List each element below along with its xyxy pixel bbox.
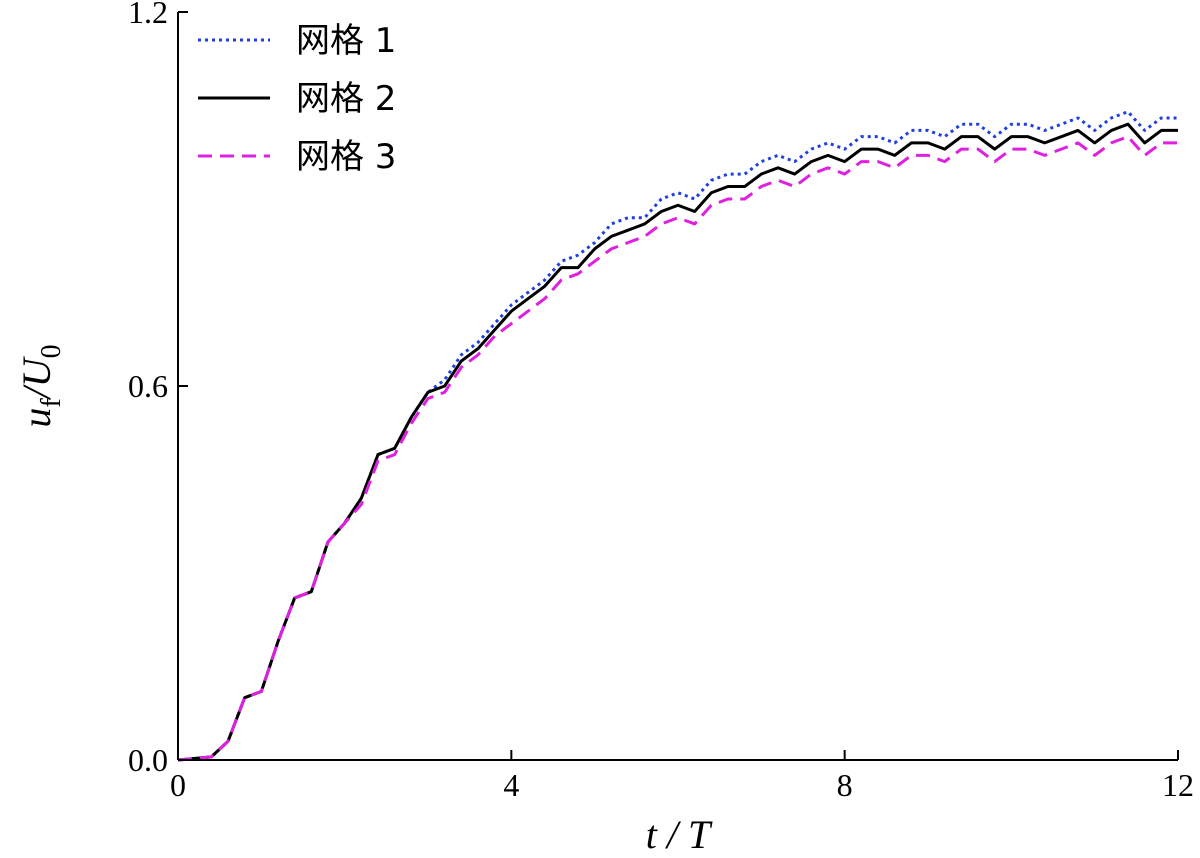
plot-lines [177,110,1178,762]
series-line-3 [177,135,1178,762]
x-tick-label: 8 [837,767,853,803]
series-line-2 [177,122,1178,762]
y-tick-label: 0.0 [128,742,168,778]
legend-label-3: 网格 3 [296,137,396,177]
y-tick-label: 0.6 [128,368,168,404]
legend-label-2: 网格 2 [296,79,396,119]
axes: 0 4 8 12 0.0 0.6 1.2 t / T uf/U0 [14,0,1194,857]
x-tick-label: 4 [503,767,519,803]
legend: 网格 1 网格 2 网格 3 [198,21,396,177]
legend-label-1: 网格 1 [296,21,396,61]
x-axis-label: t / T [646,812,713,857]
y-axis-label: uf/U0 [14,344,67,427]
series-line-1 [177,110,1178,762]
x-tick-label: 12 [1162,767,1194,803]
y-tick-label: 1.2 [128,0,168,30]
x-tick-label: 0 [170,767,186,803]
